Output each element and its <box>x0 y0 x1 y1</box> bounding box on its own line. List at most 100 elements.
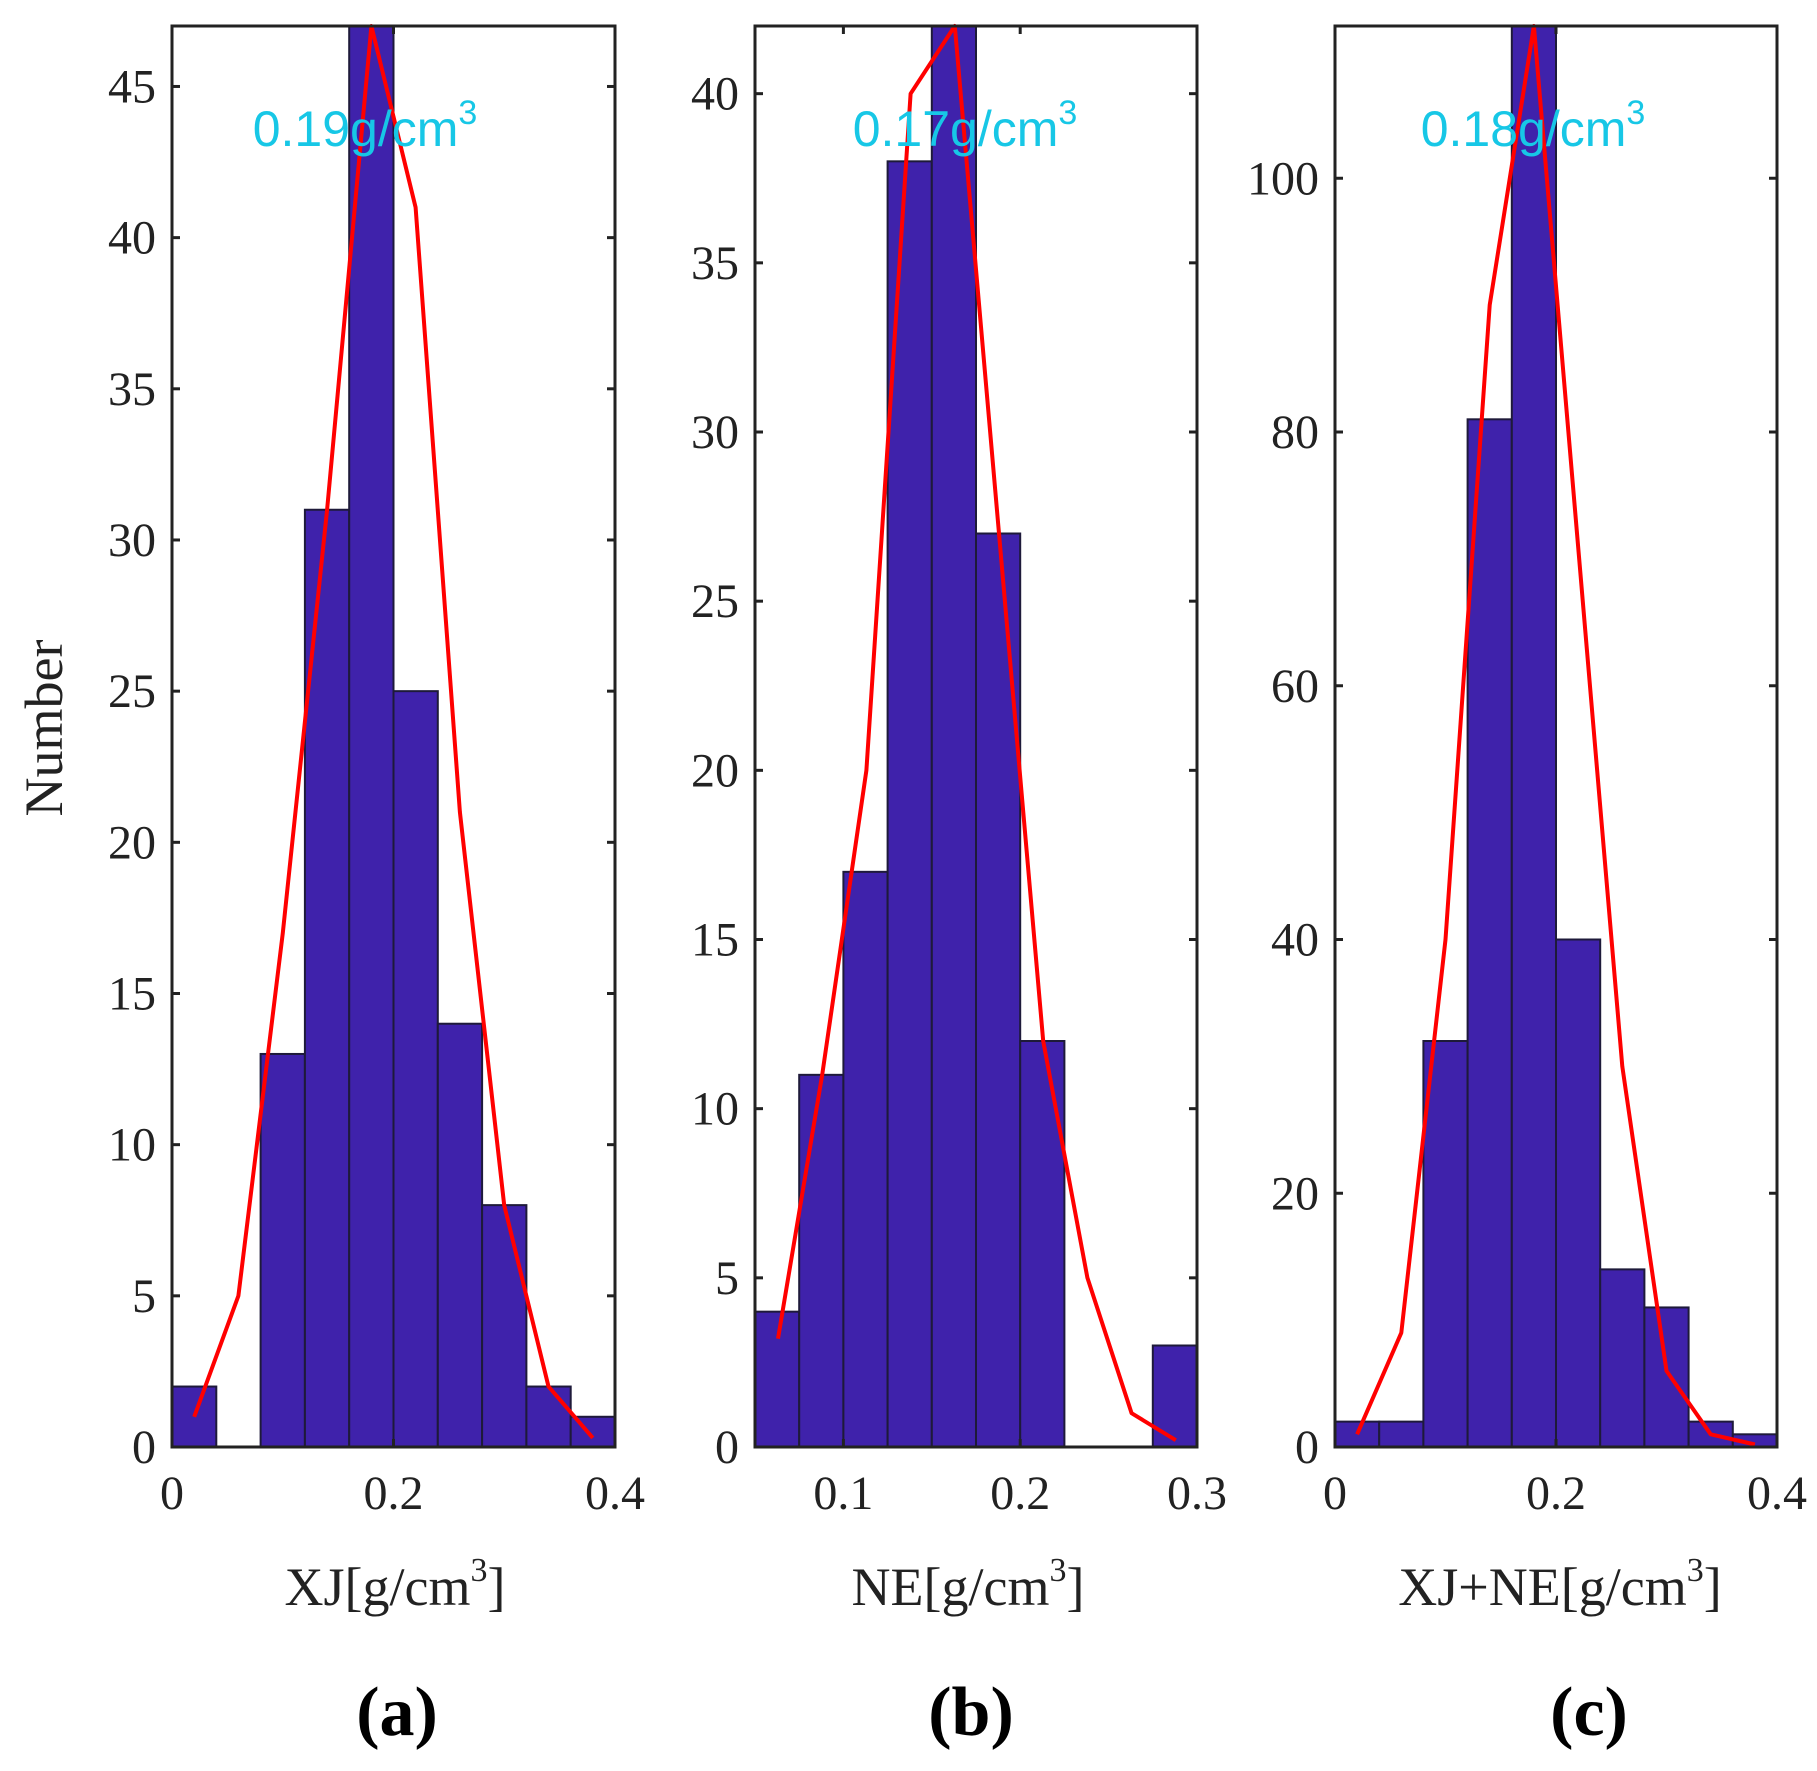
y-axis-label: Number <box>14 640 74 817</box>
panel-c-annotation: 0.18g/cm3 <box>1421 94 1646 157</box>
panel-a-y-tick-label-2: 10 <box>108 1119 156 1172</box>
panel-c-x-axis-label-sup: 3 <box>1687 1552 1704 1589</box>
panel-c-y-tick-label-1: 20 <box>1271 1167 1319 1220</box>
panel-b-bars <box>754 25 1199 1449</box>
panel-a-x-tick-label-2: 0.4 <box>585 1467 645 1520</box>
panel-b-x-axis-label-sup: 3 <box>1049 1552 1066 1589</box>
panel-a-y-tick-label-8: 40 <box>108 212 156 265</box>
panel-b-bar-5 <box>975 532 1022 1448</box>
panel-b-bar-2 <box>842 870 889 1448</box>
panel-a-x-tick-label-0: 0 <box>160 1467 184 1520</box>
panel-b-y-tick-label-5: 25 <box>691 575 739 628</box>
panel-a-annotation-text: 0.19g/cm <box>253 101 459 157</box>
panel-b-annotation: 0.17g/cm3 <box>853 94 1078 157</box>
panel-a-y-tick-label-7: 35 <box>108 363 156 416</box>
panel-c-y-tick-label-0: 0 <box>1295 1421 1319 1474</box>
panel-a-bar-8 <box>525 1385 572 1448</box>
panel-b-label: (b) <box>928 1674 1014 1751</box>
panel-b-ticks: 0 5 10 15 20 25 30 35 40 0.1 0.2 0.3 <box>691 26 1227 1520</box>
panel-b-x-axis-label: NE[g/cm3] <box>852 1552 1085 1617</box>
panel-b-y-tick-label-0: 0 <box>715 1421 739 1474</box>
panel-a-ticks: 0 5 10 15 20 25 30 35 40 45 0 0.2 0.4 <box>108 26 645 1520</box>
panel-b-y-tick-label-7: 35 <box>691 237 739 290</box>
panel-a-y-tick-label-4: 20 <box>108 816 156 869</box>
panel-a-annotation: 0.19g/cm3 <box>253 94 478 157</box>
panel-c-fit-curve <box>1355 24 1756 1447</box>
panel-c-x-tick-label-1: 0.2 <box>1526 1467 1586 1520</box>
panel-a-x-tick-label-1: 0.2 <box>364 1467 424 1520</box>
panel-c-annotation-text: 0.18g/cm <box>1421 101 1627 157</box>
panel-c-y-tick-label-5: 100 <box>1247 152 1319 205</box>
panel-a-label-close: ) <box>415 1674 438 1751</box>
panel-b-x-tick-label-0: 0.1 <box>813 1467 873 1520</box>
panel-c-bar-7 <box>1643 1306 1690 1448</box>
panel-b-label-open: ( <box>928 1674 951 1751</box>
panel-b-y-tick-label-8: 40 <box>691 68 739 121</box>
panel-c-bar-1 <box>1378 1420 1425 1448</box>
panel-c-ticks: 0 20 40 60 80 100 0 0.2 0.4 <box>1247 26 1807 1520</box>
panel-a-y-tick-label-5: 25 <box>108 665 156 718</box>
panel-c-x-tick-label-2: 0.4 <box>1747 1467 1807 1520</box>
panel-c-bar-6 <box>1599 1268 1646 1448</box>
panel-c-y-tick-label-3: 60 <box>1271 660 1319 713</box>
panel-b-label-close: ) <box>990 1674 1013 1751</box>
panel-b-annotation-sup: 3 <box>1058 94 1077 132</box>
panel-c-x-tick-label-0: 0 <box>1323 1467 1347 1520</box>
panel-b-y-tick-label-3: 15 <box>691 914 739 967</box>
panel-c-x-axis-label-close: ] <box>1704 1557 1722 1617</box>
panel-b-annotation-text: 0.17g/cm <box>853 101 1059 157</box>
panel-a-bar-2 <box>259 1052 306 1448</box>
panel-b-bar-1 <box>798 1073 845 1449</box>
panel-a-x-axis-label-sup: 3 <box>470 1552 487 1589</box>
panel-c-y-tick-label-4: 80 <box>1271 406 1319 459</box>
panel-b-axes-frame <box>753 24 1199 1449</box>
panel-a-bars <box>171 25 617 1449</box>
panel-a-y-tick-label-1: 5 <box>132 1270 156 1323</box>
panel-a-label: (a) <box>356 1674 438 1751</box>
panel-b-bar-6 <box>1019 1040 1066 1448</box>
panel-c-bar-3 <box>1466 418 1513 1448</box>
panel-b-y-tick-label-4: 20 <box>691 744 739 797</box>
panel-a-y-tick-label-9: 45 <box>108 60 156 113</box>
panel-c-bar-5 <box>1555 938 1602 1448</box>
panel-b-label-letter: b <box>952 1674 991 1751</box>
panel-a-x-axis-label: XJ[g/cm3] <box>285 1552 506 1617</box>
panel-b-y-tick-label-2: 10 <box>691 1083 739 1136</box>
panel-c-label-close: ) <box>1605 1674 1628 1751</box>
panel-c-bar-4 <box>1510 25 1558 1448</box>
panel-b-y-tick-label-6: 30 <box>691 406 739 459</box>
panel-c-label-letter: c <box>1573 1674 1604 1751</box>
panel-c-bar-2 <box>1422 1040 1469 1448</box>
panel-a-x-axis-label-text: XJ[g/cm <box>285 1557 471 1617</box>
panel-c-bars <box>1334 25 1779 1448</box>
panel-b-x-tick-label-1: 0.2 <box>990 1467 1050 1520</box>
panel-b-bar-4 <box>930 25 977 1448</box>
panel-a-annotation-sup: 3 <box>458 94 477 132</box>
panel-a-label-open: ( <box>356 1674 379 1751</box>
panel-a-y-tick-label-0: 0 <box>132 1421 156 1474</box>
panel-b-y-tick-label-1: 5 <box>715 1252 739 1305</box>
panel-b-x-axis-label-text: NE[g/cm <box>852 1557 1050 1617</box>
panel-a-label-letter: a <box>380 1674 415 1751</box>
panel-c-y-tick-label-2: 40 <box>1271 914 1319 967</box>
panel-c-x-axis-label-text: XJ+NE[g/cm <box>1398 1557 1686 1617</box>
panel-a-bar-6 <box>436 1022 484 1448</box>
panel-a-bar-4 <box>348 25 395 1448</box>
panel-a-x-axis-label-close: ] <box>487 1557 505 1617</box>
panel-a-fit-curve <box>192 24 595 1440</box>
panel-b-x-axis-label-close: ] <box>1066 1557 1084 1617</box>
panel-a-bar-7 <box>481 1204 528 1449</box>
panel-a-bar-5 <box>392 690 439 1448</box>
panel-a-y-tick-label-3: 15 <box>108 967 156 1020</box>
panel-c-x-axis-label: XJ+NE[g/cm3] <box>1398 1552 1721 1617</box>
panel-c-label-open: ( <box>1550 1674 1573 1751</box>
panel-c-bar-0 <box>1334 1420 1381 1448</box>
panel-b-x-tick-label-2: 0.3 <box>1167 1467 1227 1520</box>
panel-a-y-tick-label-6: 30 <box>108 514 156 567</box>
panel-c-label: (c) <box>1550 1674 1628 1751</box>
panel-c-annotation-sup: 3 <box>1626 94 1645 132</box>
